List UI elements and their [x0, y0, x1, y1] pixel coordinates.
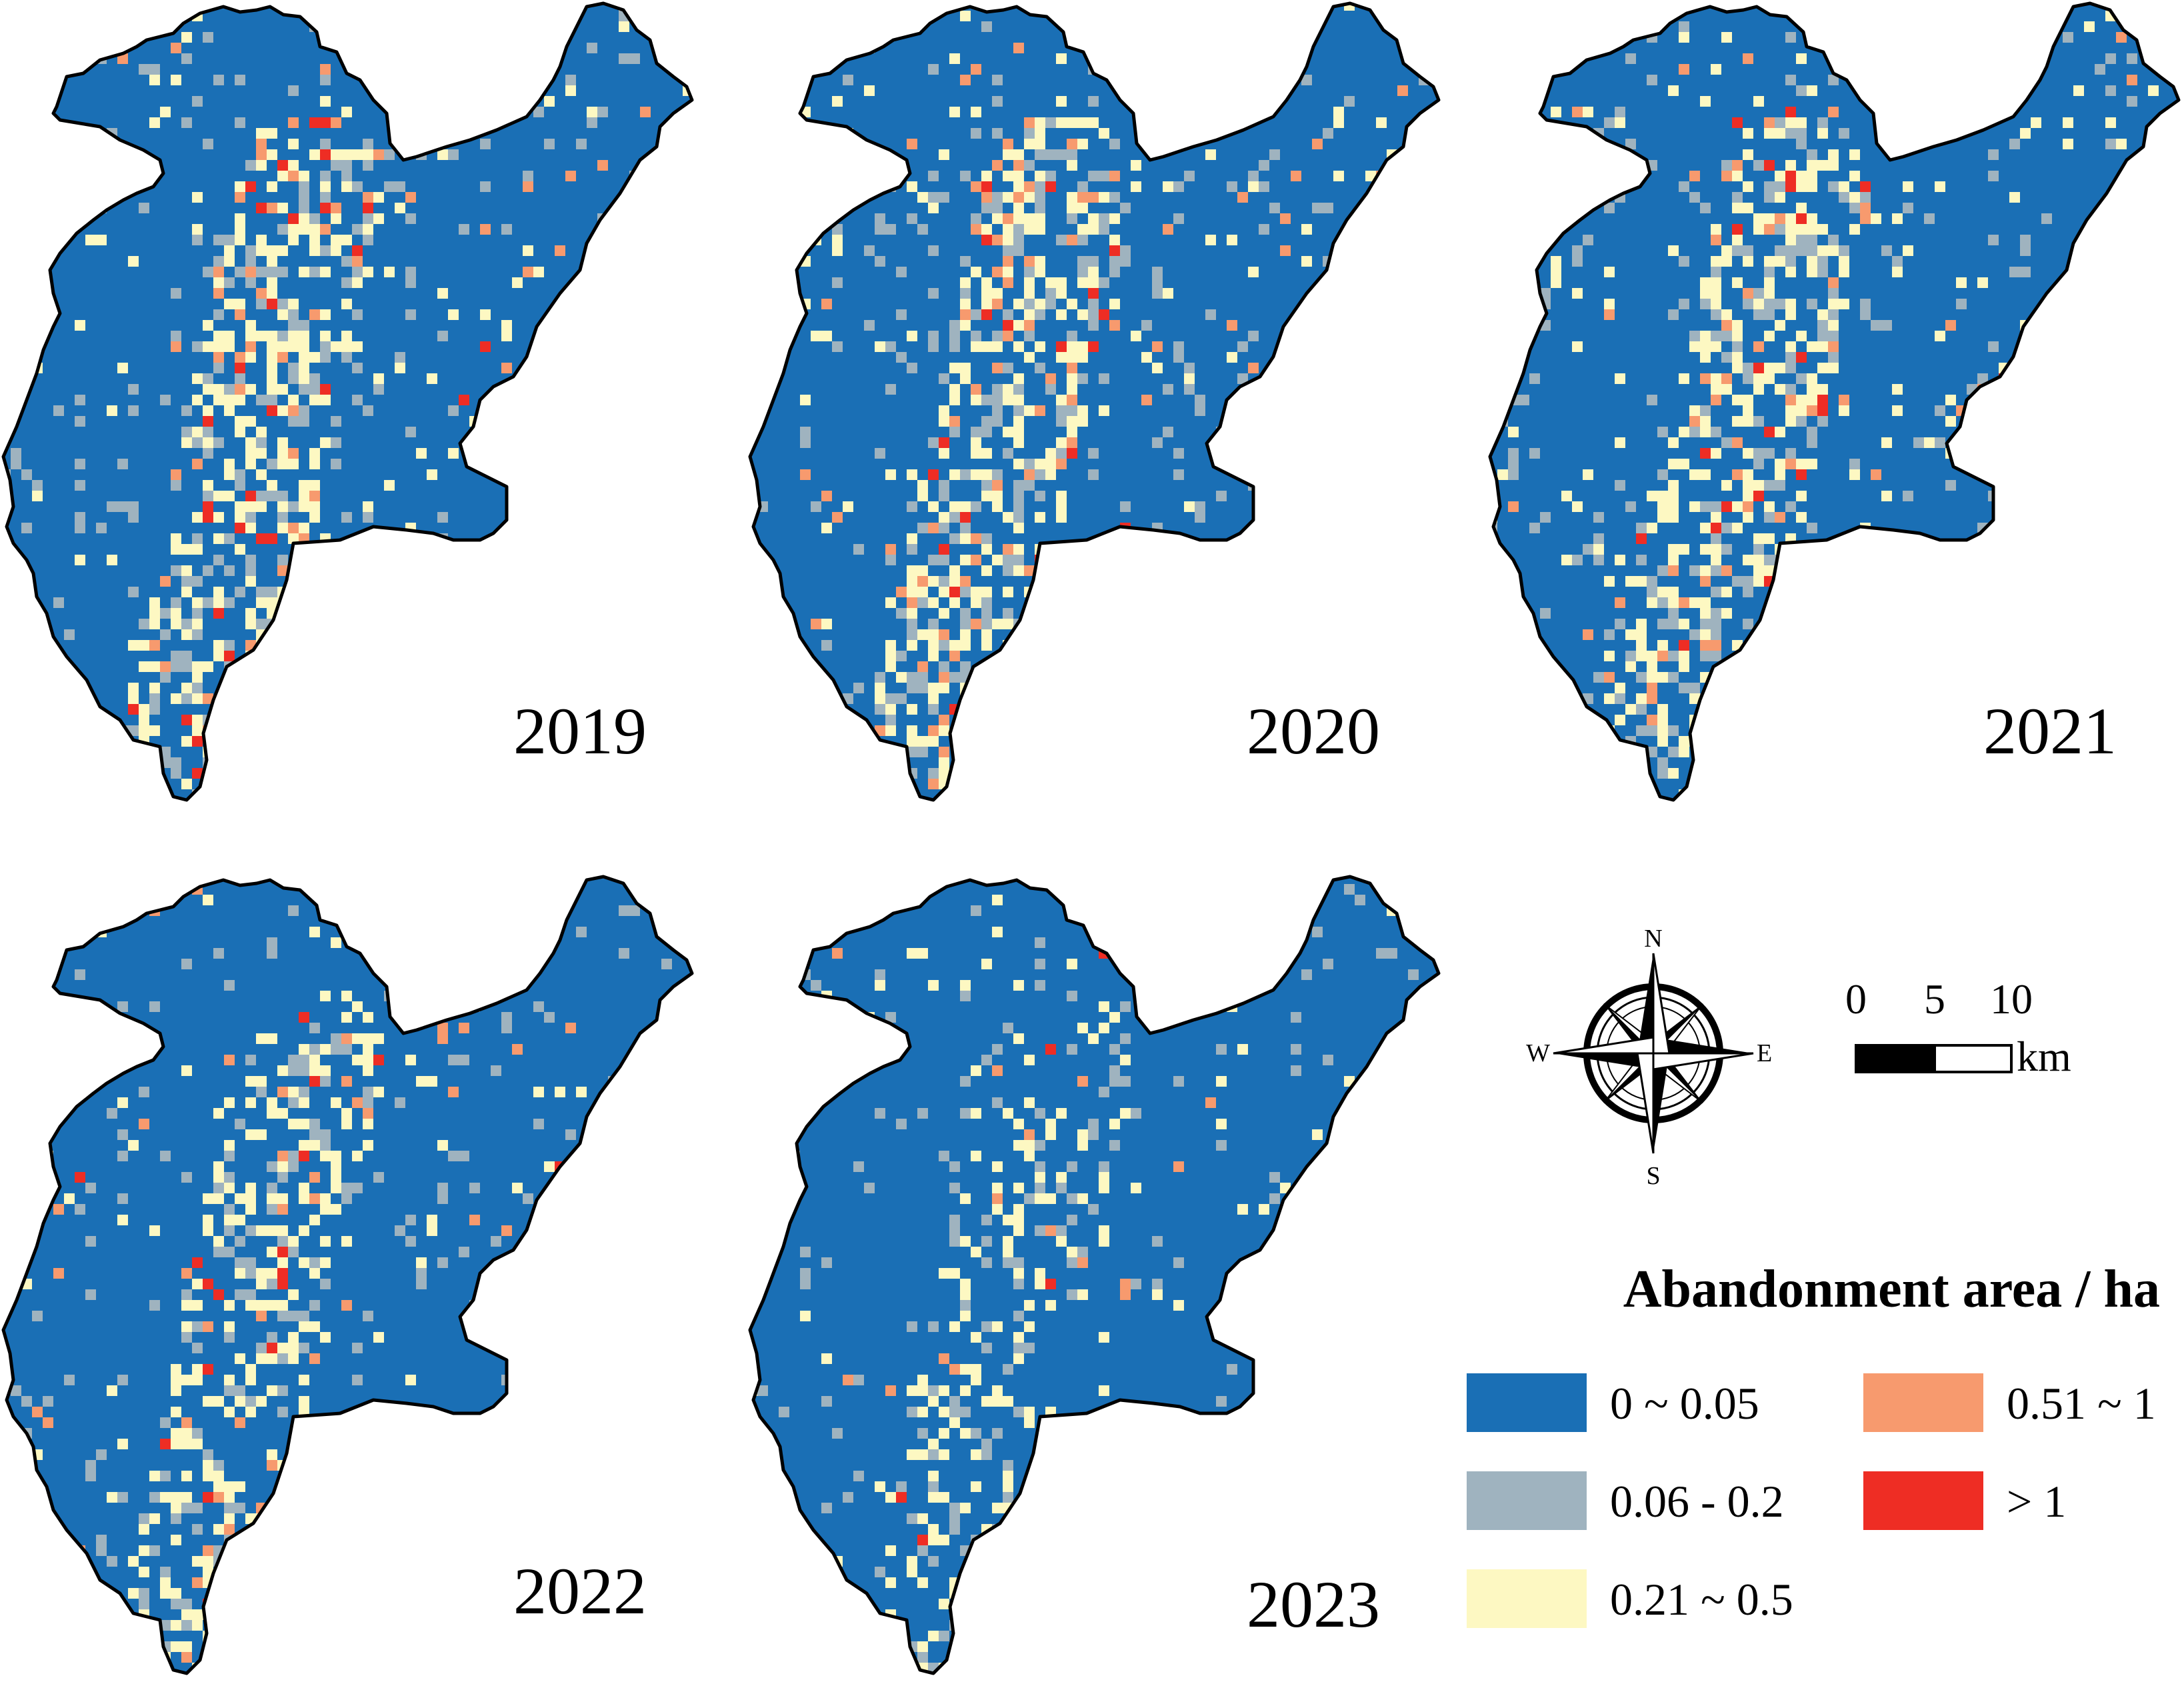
- region-boundary-2019: [1, 1, 694, 802]
- legend-label-0: 0 ~ 0.05: [1610, 1378, 1759, 1429]
- year-label-2022: 2022: [513, 1554, 647, 1628]
- scale-unit: km: [2017, 1033, 2071, 1080]
- north-arrow-compass-icon: N S E W: [1526, 925, 1772, 1190]
- scale-bar-black-segment: [1855, 1044, 1936, 1073]
- compass-south-label: S: [1646, 1162, 1660, 1190]
- compass-west-label: W: [1526, 1039, 1550, 1067]
- scale-tick-5: 5: [1924, 975, 1945, 1023]
- map-base-2021: [1490, 3, 2179, 800]
- legend-label-2: 0.21 ~ 0.5: [1610, 1574, 1793, 1625]
- legend-label-4: > 1: [2007, 1476, 2066, 1527]
- legend: Abandonment area / ha 0 ~ 0.05 0.06 - 0.…: [1467, 1260, 2160, 1628]
- legend-title: Abandonment area / ha: [1623, 1260, 2160, 1319]
- year-label-2021: 2021: [1983, 694, 2117, 768]
- scale-tick-10: 10: [1990, 975, 2033, 1023]
- year-label-2019: 2019: [513, 694, 647, 768]
- legend-label-1: 0.06 - 0.2: [1610, 1476, 1784, 1527]
- compass-east-label: E: [1757, 1039, 1772, 1067]
- region-boundary-2022: [1, 875, 694, 1675]
- scale-tick-0: 0: [1845, 975, 1867, 1023]
- scale-bar: 0 5 10 km: [1845, 975, 2071, 1080]
- map-panel-2023: [748, 875, 1441, 1675]
- region-boundary-2021: [1488, 1, 2181, 802]
- scale-bar-white-segment: [1933, 1044, 2013, 1073]
- region-boundary-2023: [748, 875, 1441, 1675]
- legend-swatch-4: [1863, 1471, 1983, 1530]
- year-label-2020: 2020: [1247, 694, 1380, 768]
- legend-swatch-1: [1467, 1471, 1587, 1530]
- legend-swatch-0: [1467, 1373, 1587, 1432]
- legend-swatch-2: [1467, 1569, 1587, 1628]
- year-label-2023: 2023: [1247, 1567, 1380, 1641]
- legend-swatch-3: [1863, 1373, 1983, 1432]
- compass-north-label: N: [1644, 925, 1662, 953]
- region-boundary-2020: [748, 1, 1441, 802]
- map-base-2023: [750, 877, 1439, 1673]
- legend-label-3: 0.51 ~ 1: [2007, 1378, 2156, 1429]
